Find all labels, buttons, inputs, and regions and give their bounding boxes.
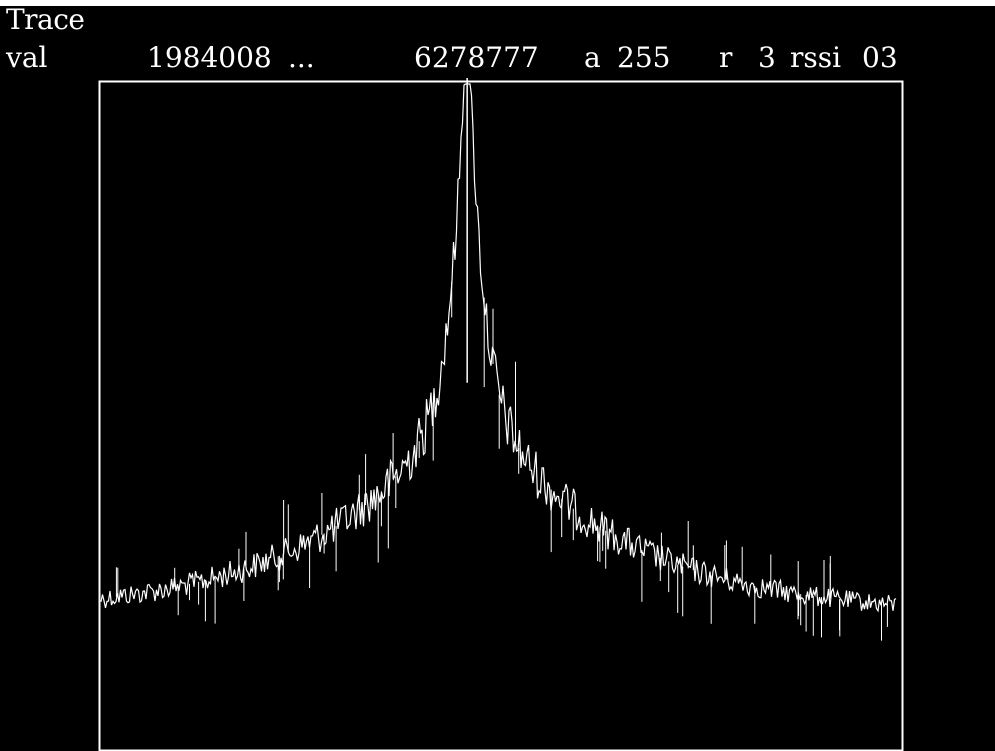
- trace-plot: [98, 78, 904, 751]
- a-label: a: [584, 41, 601, 74]
- value-label: val: [6, 41, 48, 74]
- a-value: 255: [617, 41, 671, 74]
- rssi-value: 03: [862, 41, 898, 74]
- start-value: 1984008: [147, 41, 272, 74]
- trace-screen: Trace val 1984008 ... 6278777 a 255 r 3 …: [0, 6, 995, 751]
- rssi-label: rssi: [790, 41, 842, 74]
- trace-header: val 1984008 ... 6278777 a 255 r 3 rssi 0…: [6, 43, 898, 73]
- r-value: 3: [758, 41, 776, 74]
- window-title: Trace: [6, 6, 85, 36]
- plot-frame: [98, 80, 904, 751]
- r-label: r: [719, 41, 733, 74]
- trace-spikes: [115, 78, 888, 641]
- range-ellipsis: ...: [288, 41, 315, 74]
- end-value: 6278777: [414, 41, 539, 74]
- trace-line: [100, 83, 897, 613]
